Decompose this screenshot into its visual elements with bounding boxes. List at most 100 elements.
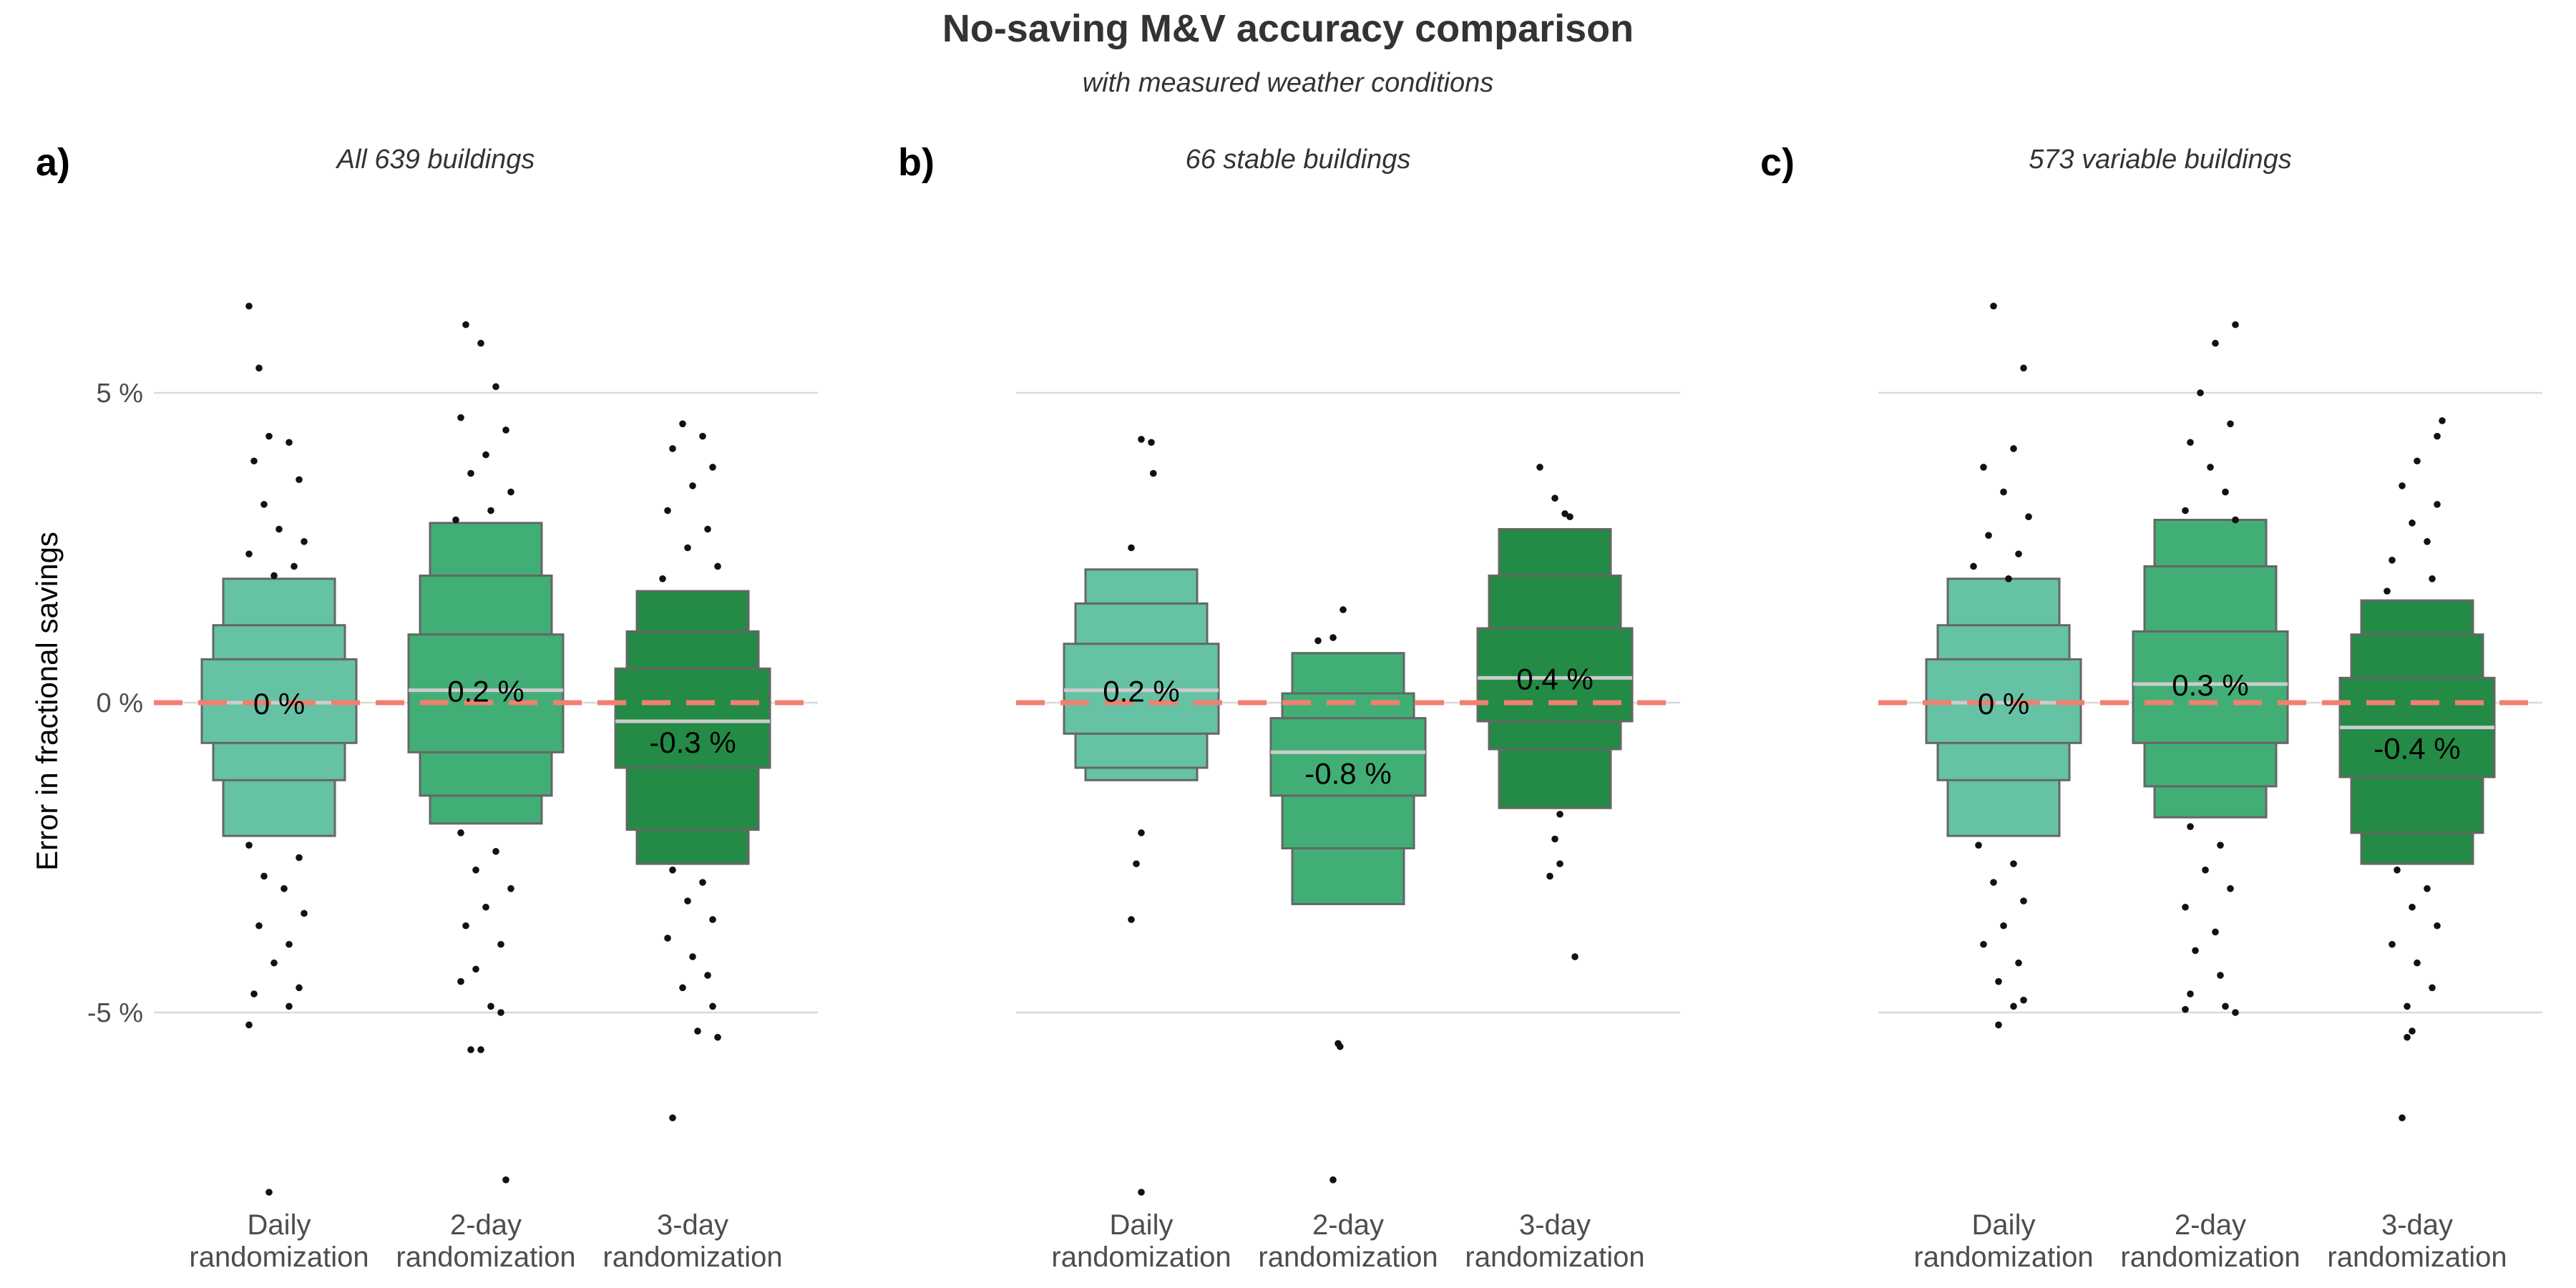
outlier-point — [1138, 1189, 1145, 1196]
outlier-point — [301, 909, 308, 917]
outlier-point — [296, 984, 303, 992]
outlier-point — [472, 867, 479, 874]
outlier-point — [1551, 494, 1558, 502]
outlier-point — [694, 1028, 701, 1035]
outlier-point — [2207, 464, 2214, 471]
median-value-label: 0 % — [253, 687, 305, 721]
outlier-point — [1980, 940, 1987, 948]
outlier-point — [699, 432, 706, 440]
outlier-point — [2192, 947, 2199, 955]
outlier-point — [1990, 879, 1997, 886]
letter-value-box — [407, 633, 565, 753]
panel-title: All 639 buildings — [336, 145, 535, 175]
outlier-point — [245, 1021, 253, 1029]
chart-title: No-saving M&V accuracy comparison — [942, 7, 1634, 50]
y-axis-label: Error in fractional savings — [30, 532, 64, 871]
outlier-point — [497, 940, 504, 948]
outlier-point — [2389, 557, 2396, 564]
outlier-point — [477, 339, 484, 347]
outlier-point — [502, 1176, 509, 1184]
outlier-point — [2010, 445, 2017, 452]
outlier-point — [2222, 1002, 2229, 1010]
panel-title: 66 stable buildings — [1186, 145, 1411, 175]
outlier-point — [2217, 972, 2224, 979]
outlier-point — [2434, 432, 2441, 440]
outlier-point — [462, 321, 469, 328]
outlier-point — [2010, 1002, 2017, 1010]
outlier-point — [2232, 321, 2239, 328]
outlier-point — [2182, 903, 2189, 911]
outlier-point — [452, 516, 459, 524]
median-value-label: 0.2 % — [1103, 675, 1179, 708]
outlier-point — [2404, 1002, 2411, 1010]
outlier-point — [255, 364, 263, 372]
x-tick-label: 3-day — [1519, 1209, 1591, 1241]
outlier-point — [280, 885, 288, 892]
x-tick-label: randomization — [1465, 1241, 1644, 1273]
median-value-label: 0 % — [1978, 687, 2029, 721]
outlier-point — [2409, 1028, 2416, 1035]
outlier-point — [709, 916, 716, 923]
outlier-point — [1985, 532, 1992, 539]
outlier-point — [2212, 339, 2219, 347]
outlier-point — [2429, 984, 2436, 992]
outlier-point — [689, 953, 696, 960]
chart-subtitle: with measured weather conditions — [1083, 68, 1494, 98]
x-tick-label: randomization — [1051, 1241, 1231, 1273]
x-tick-label: randomization — [2327, 1241, 2507, 1273]
outlier-point — [1556, 860, 1563, 867]
x-tick-label: 2-day — [2175, 1209, 2246, 1241]
outlier-point — [245, 550, 253, 557]
outlier-point — [1148, 439, 1155, 447]
outlier-point — [684, 544, 691, 552]
outlier-point — [2197, 389, 2204, 396]
panel-title: 573 variable buildings — [2029, 145, 2292, 175]
outlier-point — [2182, 1005, 2189, 1013]
outlier-point — [679, 420, 686, 428]
outlier-point — [482, 451, 489, 459]
outlier-point — [704, 972, 711, 979]
outlier-point — [1556, 811, 1563, 818]
outlier-point — [487, 507, 494, 514]
outlier-point — [699, 879, 706, 886]
x-tick-label: 3-day — [2381, 1209, 2453, 1241]
outlier-point — [1546, 872, 1553, 880]
outlier-point — [2232, 516, 2239, 524]
median-value-label: 0.4 % — [1516, 662, 1593, 696]
x-tick-label: randomization — [2120, 1241, 2300, 1273]
outlier-point — [2187, 439, 2194, 447]
x-tick-label: randomization — [189, 1241, 369, 1273]
outlier-point — [260, 872, 268, 880]
outlier-point — [286, 1002, 293, 1010]
outlier-point — [664, 935, 671, 942]
outlier-point — [275, 525, 283, 533]
outlier-point — [270, 959, 278, 967]
x-tick-label: 2-day — [450, 1209, 522, 1241]
median-value-label: -0.4 % — [2373, 732, 2460, 766]
x-tick-label: Daily — [1972, 1209, 2036, 1241]
outlier-point — [296, 476, 303, 484]
outlier-point — [2232, 1009, 2239, 1016]
outlier-point — [714, 562, 721, 570]
outlier-point — [669, 1114, 676, 1122]
outlier-point — [1138, 436, 1145, 443]
outlier-point — [1330, 1176, 1337, 1184]
outlier-point — [2389, 940, 2396, 948]
outlier-point — [669, 867, 676, 874]
outlier-point — [664, 507, 671, 514]
outlier-point — [714, 1033, 721, 1041]
outlier-point — [2227, 420, 2234, 428]
outlier-point — [497, 1009, 504, 1016]
outlier-point — [462, 922, 469, 930]
outlier-point — [250, 457, 258, 465]
median-value-label: -0.3 % — [649, 726, 736, 759]
panels-group: a) All 639 buildings-5 %0 %5 %Dailyrandom… — [36, 141, 2542, 1273]
outlier-point — [2394, 867, 2401, 874]
outlier-point — [1990, 302, 1997, 310]
outlier-point — [1133, 860, 1140, 867]
